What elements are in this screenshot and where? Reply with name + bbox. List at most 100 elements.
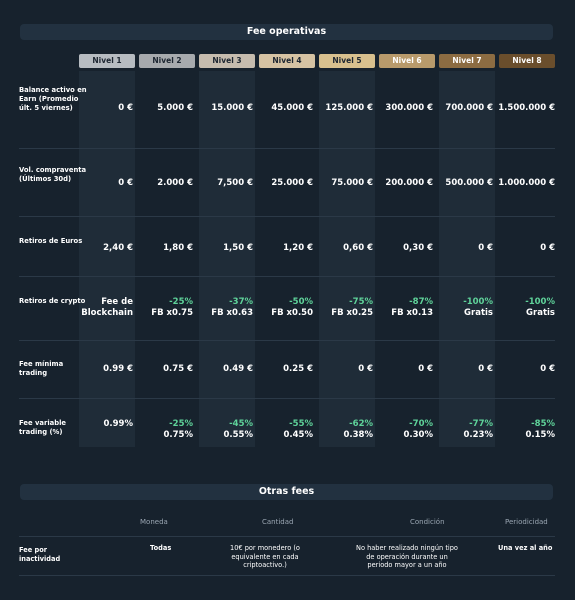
fee-value: 700.000 € — [445, 103, 493, 113]
fee-value-detail: FB x0.63 — [211, 308, 253, 318]
fee-cell: 45.000 € — [255, 103, 313, 114]
fee-cell: 0 € — [435, 243, 493, 254]
fee-cell: -87% FB x0.13 — [375, 297, 433, 319]
fee-value: 0 € — [478, 243, 493, 253]
fee-value: 2.000 € — [157, 178, 193, 188]
other-fees-header-divider — [19, 536, 555, 537]
fee-value-detail: 0.23% — [463, 430, 494, 440]
fee-cell: 125.000 € — [315, 103, 373, 114]
level-column-6 — [379, 71, 435, 447]
row-divider — [19, 148, 555, 149]
level-column-4 — [259, 71, 315, 447]
row-label: Fee mínima trading — [19, 360, 64, 377]
fee-value-detail: 0.75% — [163, 430, 194, 440]
fee-value: 0.25 € — [283, 364, 313, 374]
fee-cell: Fee de Blockchain — [75, 297, 133, 319]
fee-cell: 75.000 € — [315, 178, 373, 189]
fee-value: 2,40 € — [103, 243, 133, 253]
fee-value: 45.000 € — [271, 103, 313, 113]
fee-value-detail: 0.38% — [343, 430, 374, 440]
row-label: Retiros de Euros — [19, 237, 83, 245]
header-periodicidad: Periodicidad — [505, 518, 548, 526]
header-cantidad: Cantidad — [262, 518, 294, 526]
row-label: Vol. compraventa (Últimos 30d) — [19, 166, 87, 183]
row-divider — [19, 398, 555, 399]
fee-value-detail: FB x0.25 — [331, 308, 373, 318]
fee-value: 7,500 € — [217, 178, 253, 188]
fee-value-detail: Gratis — [526, 308, 555, 318]
fee-value: 1.500.000 € — [498, 103, 555, 113]
fee-cell: -45% 0.55% — [195, 419, 254, 441]
row-divider — [19, 276, 555, 277]
fee-value: 1,50 € — [223, 243, 253, 253]
fee-value: 0 € — [478, 364, 493, 374]
fee-cell: -75% FB x0.25 — [315, 297, 373, 319]
fee-cell: 0.99% — [75, 419, 134, 430]
fee-value-detail: FB x0.75 — [151, 308, 193, 318]
fee-cell: 1,20 € — [255, 243, 313, 254]
fee-value: 15.000 € — [211, 103, 253, 113]
fee-cell: 7,500 € — [195, 178, 253, 189]
level-header-5: Nivel 5 — [319, 54, 375, 68]
header-condicion: Condición — [410, 518, 445, 526]
fee-cell: -70% 0.30% — [375, 419, 434, 441]
fee-value: 0.99 € — [103, 364, 133, 374]
level-header-1: Nivel 1 — [79, 54, 135, 68]
fee-cell: 1.000.000 € — [497, 178, 555, 189]
row-label: Fee variable trading (%) — [19, 419, 67, 436]
row-divider — [19, 340, 555, 341]
level-header-2: Nivel 2 — [139, 54, 195, 68]
fee-cell: 0.25 € — [255, 364, 313, 375]
row-label: Retiros de crypto — [19, 297, 86, 305]
fee-cell: -25% FB x0.75 — [135, 297, 193, 319]
fee-value: 500.000 € — [445, 178, 493, 188]
fee-value: 0 € — [540, 243, 555, 253]
discount-percent: -45% — [229, 419, 253, 429]
discount-percent: -87% — [409, 297, 433, 307]
level-column-3 — [199, 71, 255, 447]
fee-value: 1,20 € — [283, 243, 313, 253]
fee-cell: 0 € — [75, 178, 133, 189]
fee-cell: 15.000 € — [195, 103, 253, 114]
level-column-7 — [439, 71, 495, 447]
fee-value: 0 € — [118, 103, 133, 113]
fee-cell: 25.000 € — [255, 178, 313, 189]
fee-cell: 0.75 € — [135, 364, 193, 375]
inactividad-moneda: Todas — [150, 544, 172, 552]
discount-percent: -62% — [349, 419, 373, 429]
fee-cell: 700.000 € — [435, 103, 493, 114]
level-column-5 — [319, 71, 375, 447]
fee-cell: -85% 0.15% — [497, 419, 556, 441]
fee-cell: 200.000 € — [375, 178, 433, 189]
fee-cell: 0 € — [315, 364, 373, 375]
inactividad-periodicidad: Una vez al año — [498, 544, 553, 552]
fee-value: 5.000 € — [157, 103, 193, 113]
fee-value-detail: FB x0.13 — [391, 308, 433, 318]
fee-cell: 5.000 € — [135, 103, 193, 114]
fee-value-detail: FB x0.50 — [271, 308, 313, 318]
level-column-2 — [139, 71, 195, 447]
level-header-4: Nivel 4 — [259, 54, 315, 68]
discount-percent: -50% — [289, 297, 313, 307]
level-header-8: Nivel 8 — [499, 54, 555, 68]
fee-cell: 1,80 € — [135, 243, 193, 254]
fee-value: 0,60 € — [343, 243, 373, 253]
fee-value: 0 € — [540, 364, 555, 374]
otras-fees-title: Otras fees — [20, 484, 553, 500]
fee-value-detail: 0.45% — [283, 430, 314, 440]
fee-cell: 1.500.000 € — [497, 103, 555, 114]
fee-cell: -55% 0.45% — [255, 419, 314, 441]
fee-cell: 0 € — [435, 364, 493, 375]
fee-value: 0 € — [358, 364, 373, 374]
level-header-3: Nivel 3 — [199, 54, 255, 68]
fee-cell: -25% 0.75% — [135, 419, 194, 441]
fee-value: 0.49 € — [223, 364, 253, 374]
fee-value: 25.000 € — [271, 178, 313, 188]
inactividad-label: Fee por inactividad — [19, 546, 61, 563]
discount-percent: -100% — [525, 297, 555, 307]
fee-value-detail: 0.15% — [525, 430, 556, 440]
fee-value-detail: Gratis — [464, 308, 493, 318]
fee-value: 1,80 € — [163, 243, 193, 253]
fee-value: 200.000 € — [385, 178, 433, 188]
inactividad-cantidad: 10€ por monedero (o equivalente en cada … — [230, 544, 300, 569]
